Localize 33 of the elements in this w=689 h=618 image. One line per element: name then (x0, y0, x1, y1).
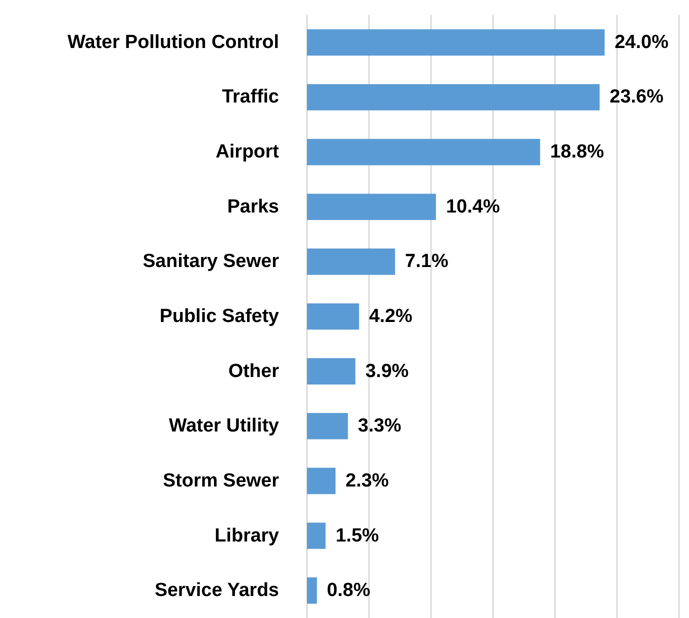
y-tick-label: Airport (216, 142, 280, 163)
bar (307, 358, 356, 384)
data-label: 4.2% (369, 306, 412, 327)
data-label: 2.3% (346, 470, 389, 492)
y-tick-label: Library (214, 525, 280, 546)
y-tick-label: Sanitary Sewer (142, 251, 280, 272)
data-label: 7.1% (405, 251, 448, 272)
y-tick-label: Storm Sewer (162, 470, 280, 492)
y-tick-label: Traffic (222, 86, 280, 108)
bar (307, 194, 436, 220)
data-label: 0.8% (326, 580, 370, 602)
bar (307, 303, 360, 330)
bar (307, 522, 326, 549)
y-tick-label: Water Pollution Control (68, 32, 279, 53)
y-tick-label: Water Utility (168, 416, 280, 437)
data-label: 18.8% (550, 142, 604, 163)
data-label: 24.0% (614, 32, 669, 53)
y-tick-label: Service Yards (154, 580, 279, 602)
data-label: 23.6% (610, 86, 664, 108)
y-tick-label: Parks (227, 196, 279, 218)
bar (307, 84, 600, 110)
y-tick-label: Public Safety (160, 306, 280, 327)
data-label: 1.5% (336, 525, 380, 546)
data-label: 10.4% (446, 196, 500, 218)
bar (307, 138, 540, 166)
bar (307, 412, 348, 440)
bar (307, 468, 336, 494)
bar (307, 29, 605, 56)
bar (307, 577, 317, 604)
y-tick-label: Other (228, 360, 280, 382)
data-label: 3.9% (365, 360, 409, 382)
data-label: 3.3% (358, 416, 402, 437)
bar (307, 248, 396, 275)
